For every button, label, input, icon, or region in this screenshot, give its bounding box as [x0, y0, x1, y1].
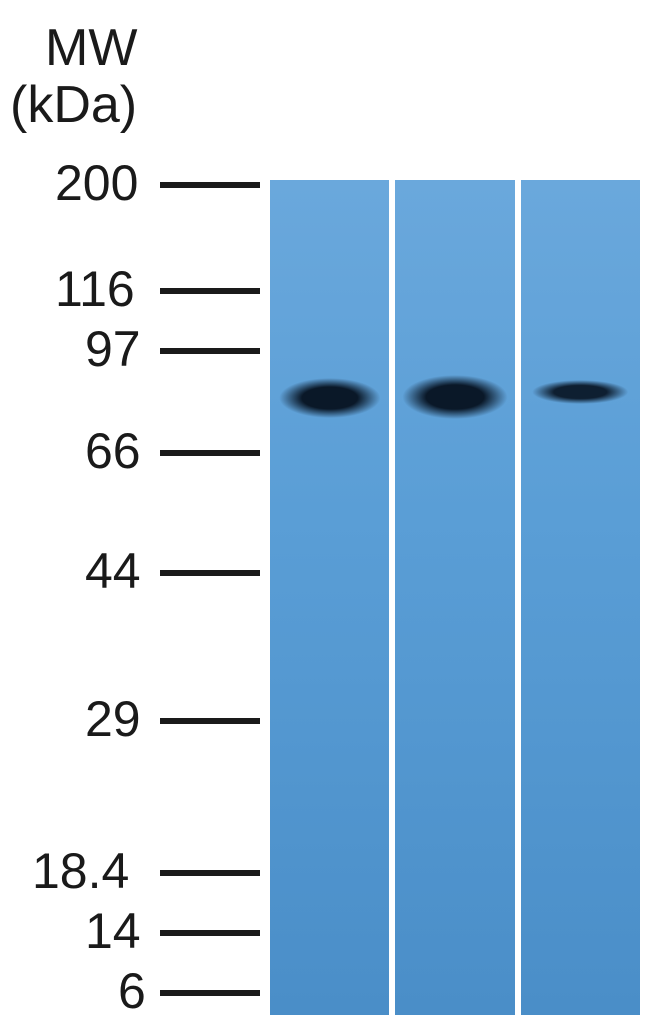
western-blot-figure: MW (kDa) 200 11697 66 44 29 18.4146 — [0, 0, 650, 1027]
tick-mark — [160, 870, 260, 876]
marker-label: 200 — [55, 154, 138, 212]
protein-band — [533, 380, 628, 404]
marker-label: 14 — [85, 902, 141, 960]
protein-band — [279, 378, 380, 418]
lanes-area — [270, 180, 640, 1015]
axis-title-line1: MW — [45, 18, 137, 78]
lane-membrane — [270, 180, 389, 1015]
marker-label: 18.4 — [32, 842, 129, 900]
tick-mark — [160, 990, 260, 996]
lane — [521, 180, 640, 1015]
lane — [395, 180, 514, 1015]
lane-membrane — [521, 180, 640, 1015]
marker-label: 44 — [85, 542, 141, 600]
tick-mark — [160, 182, 260, 188]
marker-label: 29 — [85, 690, 141, 748]
protein-band — [402, 375, 507, 419]
marker-label: 6 — [118, 962, 146, 1020]
marker-label: 116 — [55, 260, 135, 318]
lane-membrane — [395, 180, 514, 1015]
lane — [270, 180, 389, 1015]
tick-mark — [160, 930, 260, 936]
marker-label: 66 — [85, 422, 141, 480]
tick-mark — [160, 718, 260, 724]
axis-title-line2: (kDa) — [10, 75, 137, 135]
tick-mark — [160, 348, 260, 354]
tick-mark — [160, 450, 260, 456]
tick-mark — [160, 570, 260, 576]
tick-mark — [160, 288, 260, 294]
marker-label: 97 — [85, 320, 141, 378]
